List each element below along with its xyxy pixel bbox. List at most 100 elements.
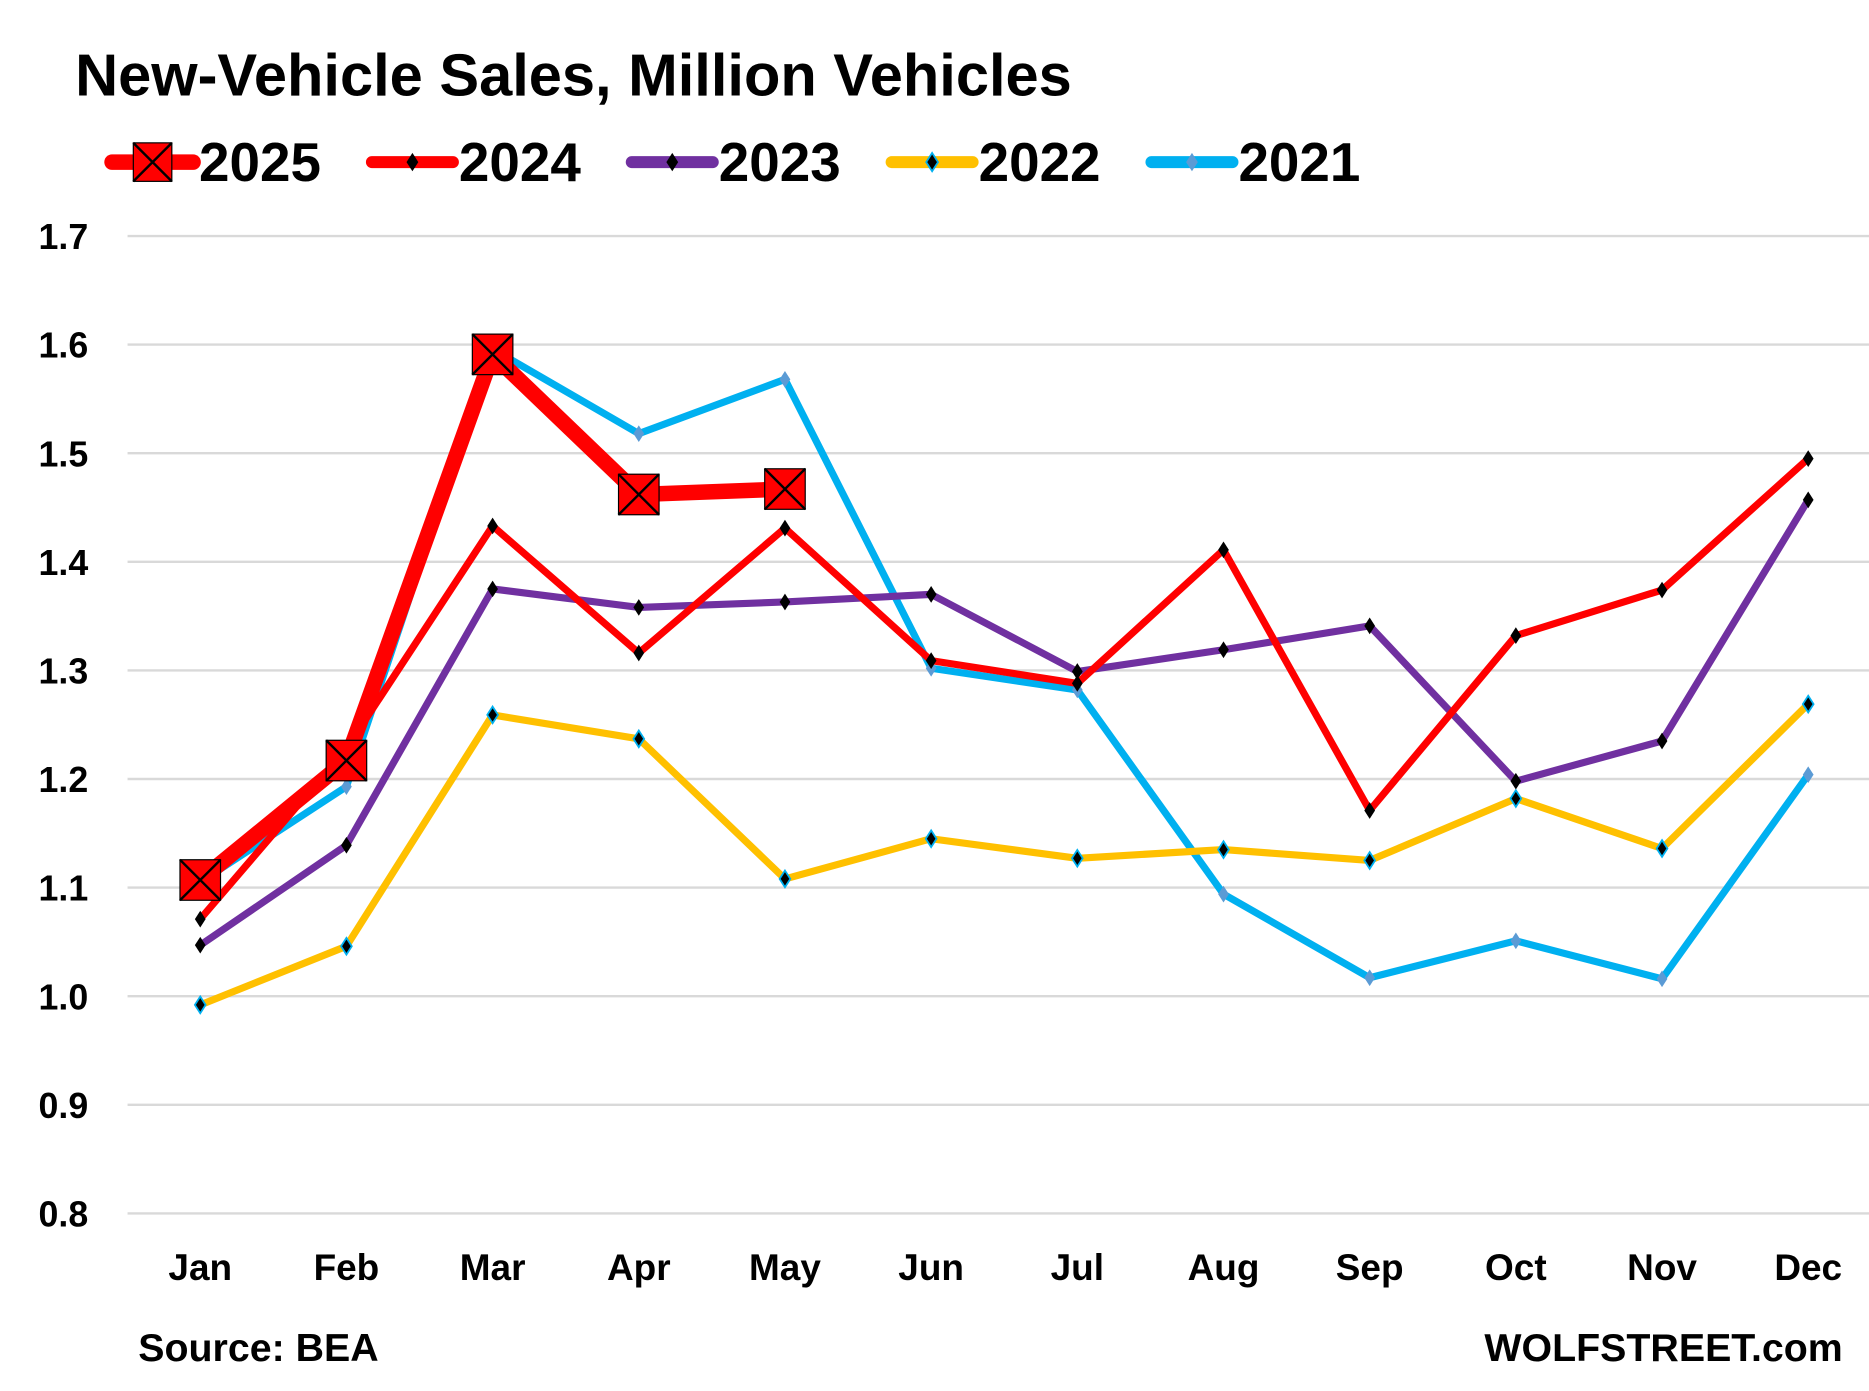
diamond-marker xyxy=(1070,848,1084,869)
diamond-marker xyxy=(1802,766,1814,784)
diamond-marker xyxy=(925,652,937,669)
x-tick-label: Dec xyxy=(1774,1247,1842,1288)
diamond-marker xyxy=(1510,932,1522,950)
x-tick-label: Mar xyxy=(460,1247,526,1288)
series-lines xyxy=(179,333,1815,1015)
x-axis-ticks: Jan Feb Mar Apr May Jun Jul Aug Sep Oct Nov Dec xyxy=(168,1247,1842,1288)
diamond-marker xyxy=(487,517,498,535)
diamond-marker xyxy=(1364,617,1376,635)
square-x-marker-cross xyxy=(179,858,222,902)
diamond-marker xyxy=(406,152,419,172)
diamond-marker xyxy=(779,593,791,611)
line-2022 xyxy=(198,701,1811,1009)
legend-label: 2024 xyxy=(459,131,581,193)
diamond-marker xyxy=(633,599,645,616)
gridlines xyxy=(127,234,1869,1215)
y-tick-label: 1.4 xyxy=(39,543,89,583)
chart-title: New-Vehicle Sales, Million Vehicles xyxy=(75,41,1072,108)
diamond-marker xyxy=(340,936,353,957)
series-2024 xyxy=(194,450,1814,928)
y-tick-label: 1.3 xyxy=(39,652,89,692)
diamond-marker xyxy=(1509,788,1523,809)
diamond-marker xyxy=(194,936,206,954)
x-tick-label: Aug xyxy=(1188,1247,1260,1288)
x-tick-label: Oct xyxy=(1485,1247,1547,1288)
diamond-marker xyxy=(193,994,207,1015)
diamond-marker xyxy=(925,586,937,603)
diamond-marker xyxy=(194,910,206,928)
series-2022 xyxy=(193,694,1815,1015)
square-x-marker-cross xyxy=(471,333,514,376)
legend-item-2023: 2023 xyxy=(625,131,841,193)
diamond-marker xyxy=(632,728,646,749)
diamond-marker xyxy=(1510,772,1522,790)
line-2025 xyxy=(195,346,786,886)
legend-label: 2023 xyxy=(719,131,841,193)
line-2023 xyxy=(198,498,1812,949)
y-tick-label: 1.7 xyxy=(39,217,89,257)
diamond-marker xyxy=(487,580,498,598)
diamond-marker xyxy=(1655,838,1669,859)
y-tick-label: 0.8 xyxy=(39,1195,89,1235)
legend-item-2024: 2024 xyxy=(365,131,581,193)
square-x-marker-cross xyxy=(132,142,173,183)
diamond-marker xyxy=(779,371,791,388)
diamond-marker xyxy=(1510,627,1522,644)
diamond-marker xyxy=(1217,839,1230,860)
y-tick-label: 1.6 xyxy=(39,326,89,366)
y-axis-ticks: 0.8 0.9 1.0 1.1 1.2 1.3 1.4 1.5 1.6 1.7 xyxy=(39,217,89,1234)
diamond-marker xyxy=(1218,641,1229,659)
diamond-marker xyxy=(341,778,352,795)
y-tick-label: 1.0 xyxy=(39,977,89,1017)
diamond-marker xyxy=(633,425,645,442)
y-tick-label: 1.2 xyxy=(39,760,89,800)
x-tick-label: Apr xyxy=(607,1247,671,1288)
watermark: WOLFSTREET.com xyxy=(1484,1326,1842,1370)
series-2023 xyxy=(194,491,1814,954)
square-x-marker-cross xyxy=(617,473,660,516)
diamond-marker xyxy=(633,644,645,662)
diamond-marker xyxy=(1656,581,1668,599)
diamond-marker xyxy=(1364,969,1376,987)
diamond-marker xyxy=(1071,675,1083,692)
x-tick-label: Jul xyxy=(1051,1247,1104,1288)
x-tick-label: Feb xyxy=(314,1247,380,1288)
diamond-marker xyxy=(779,519,791,537)
y-tick-label: 0.9 xyxy=(39,1086,89,1126)
legend: 2025 2024 2023 2022 2021 xyxy=(104,131,1360,193)
diamond-marker xyxy=(1802,450,1814,467)
diamond-marker xyxy=(666,152,679,172)
diamond-marker xyxy=(1363,850,1377,871)
x-tick-label: Jan xyxy=(168,1247,232,1288)
y-tick-label: 1.1 xyxy=(39,869,89,909)
x-tick-label: Jun xyxy=(898,1247,964,1288)
legend-item-2025: 2025 xyxy=(104,131,321,193)
diamond-marker xyxy=(341,836,352,854)
diamond-marker xyxy=(1186,152,1198,172)
square-x-marker-cross xyxy=(325,739,368,782)
x-tick-label: Sep xyxy=(1336,1247,1404,1288)
square-x-marker-cross xyxy=(763,467,807,511)
legend-item-2022: 2022 xyxy=(885,131,1101,193)
legend-label: 2025 xyxy=(199,131,321,193)
legend-label: 2021 xyxy=(1238,131,1360,193)
legend-item-2021: 2021 xyxy=(1145,131,1360,193)
series-2025 xyxy=(179,333,807,902)
line-2021 xyxy=(198,345,1812,983)
source-note: Source: BEA xyxy=(138,1326,378,1370)
series-2021 xyxy=(194,340,1814,988)
x-tick-label: May xyxy=(749,1247,821,1288)
y-tick-label: 1.5 xyxy=(39,434,89,474)
line-2024 xyxy=(197,455,1811,922)
diamond-marker xyxy=(1656,732,1668,750)
legend-label: 2022 xyxy=(979,131,1101,193)
diamond-marker xyxy=(1802,491,1814,509)
diamond-marker xyxy=(1071,663,1083,680)
diamond-marker xyxy=(924,828,938,849)
diamond-marker xyxy=(778,868,792,889)
x-tick-label: Nov xyxy=(1627,1247,1697,1288)
diamond-marker xyxy=(1656,970,1668,988)
diamond-marker xyxy=(925,151,940,173)
diamond-marker xyxy=(1801,694,1815,715)
